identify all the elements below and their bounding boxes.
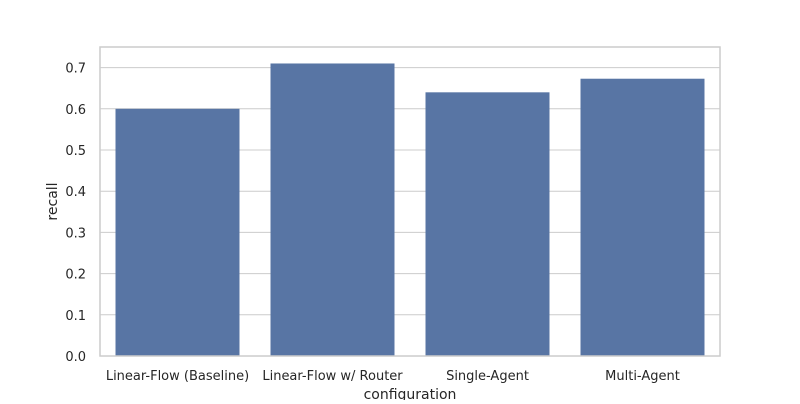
y-tick-label: 0.2 [65,268,86,283]
bars [115,63,705,356]
x-tick-label: Single-Agent [446,369,529,384]
x-tick-label: Multi-Agent [605,369,680,384]
x-tick-label: Linear-Flow (Baseline) [106,369,249,384]
y-tick-label: 0.4 [65,185,86,200]
bar [425,92,550,356]
bar [270,63,395,356]
y-tick-label: 0.6 [65,103,86,118]
y-tick-labels: 0.0 0.1 0.2 0.3 0.4 0.5 0.6 0.7 [65,62,86,365]
y-tick-label: 0.3 [65,226,86,241]
bar [115,108,240,356]
y-tick-label: 0.5 [65,144,86,159]
y-tick-label: 0.7 [65,62,86,77]
bar [580,78,705,356]
x-axis-label: configuration [364,387,457,400]
plot-frame [99,46,721,357]
y-tick-label: 0.1 [65,309,86,324]
x-tick-labels: Linear-Flow (Baseline) Linear-Flow w/ Rou… [106,369,680,384]
y-axis-label: recall [45,182,61,220]
y-tick-label: 0.0 [65,350,86,365]
x-tick-label: Linear-Flow w/ Router [262,369,403,384]
